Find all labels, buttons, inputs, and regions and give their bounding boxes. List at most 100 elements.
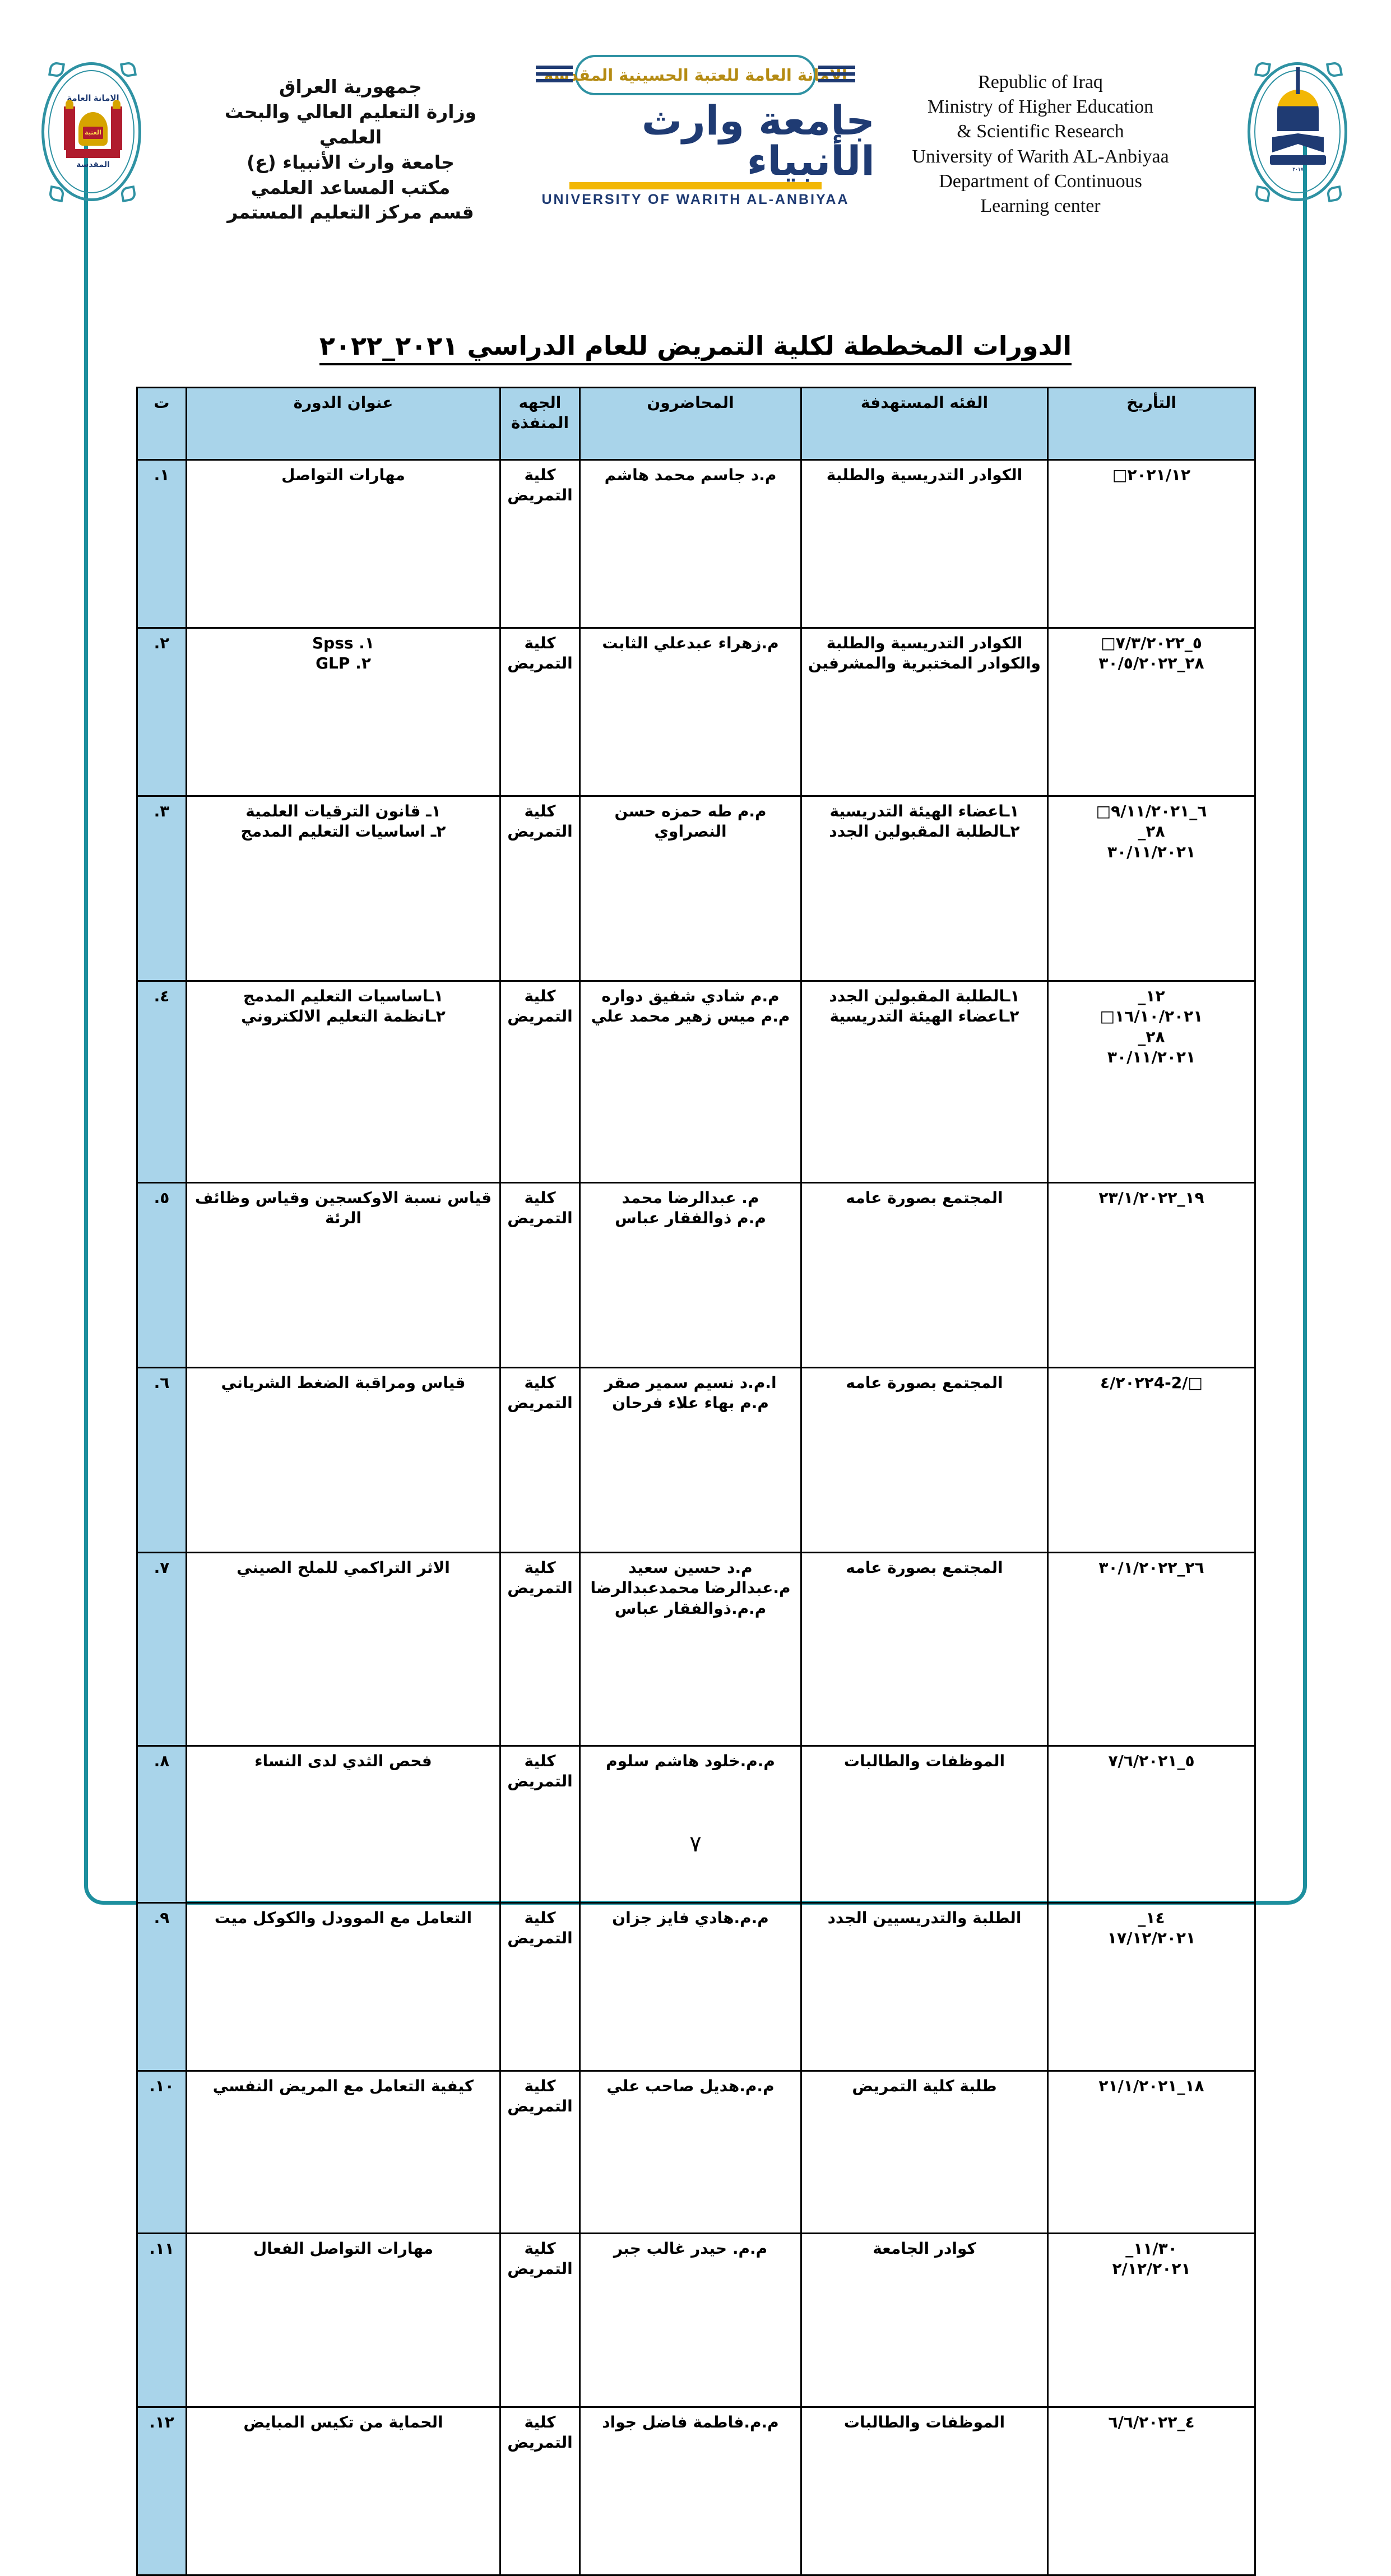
table-row: ٢٦_٣٠/١/٢٠٢٢ المجتمع بصورة عامه م.د حسين س…	[136, 1552, 1256, 1747]
cell-course-title: الحماية من تكيس المبايض	[186, 2406, 501, 2576]
header-en-line-1: Republic of Iraq	[978, 72, 1103, 92]
table-row: ١٢_ ١٦/١٠/٢٠٢١□ ٢٨_ ٣٠/١١/٢٠٢١ ١ـالطلبة المق…	[136, 980, 1256, 1183]
cell-executing-body: كلية التمريض	[499, 2406, 581, 2576]
cell-row-index: ٣.	[136, 795, 187, 982]
table-row: ٥_٧/٣/٢٠٢٢□ ٢٨_٣٠/٥/٢٠٢٢ الكوادر التدريسية…	[136, 627, 1256, 797]
cell-lecturers: م. عبدالرضا محمد م.م ذوالفقار عباس	[579, 1182, 802, 1368]
cell-lecturers: م.م طه حمزه حسن النصراوي	[579, 795, 802, 982]
cell-target-audience: الموظفات والطالبات	[800, 1745, 1049, 1904]
seal-dome-icon	[1277, 67, 1319, 131]
cell-course-date: ١٩_٢٣/١/٢٠٢٢	[1047, 1182, 1256, 1368]
cell-executing-body: كلية التمريض	[499, 459, 581, 629]
column-header-index: ت	[136, 387, 187, 461]
cell-course-date: ١١/٣٠_ ٢/١٢/٢٠٢١	[1047, 2232, 1256, 2408]
seal-inner-ring	[48, 70, 135, 193]
cell-executing-body: كلية التمريض	[499, 1552, 581, 1747]
cell-lecturers: م.م.خلود هاشم سلوم	[579, 1745, 802, 1904]
column-header-organizer: الجهه المنفذة	[499, 387, 581, 461]
header-ar-line-5: قسم مركز التعليم المستمر	[227, 201, 474, 224]
cell-lecturers: م.م.هادي فايز جزان	[579, 1902, 802, 2072]
minaret-right-icon	[111, 106, 122, 150]
seal-year-label: ٢٠١٧	[1292, 166, 1304, 172]
column-header-course-title: عنوان الدورة	[186, 387, 501, 461]
university-logo: الامانة العامة للعتبة الحسينية المقدسة ج…	[516, 53, 876, 208]
table-row: ١٩_٢٣/١/٢٠٢٢ المجتمع بصورة عامه م. عبدالرض…	[136, 1182, 1256, 1368]
cell-course-title: قياس نسبة الاوكسجين وقياس وظائف الرئة	[186, 1182, 501, 1368]
cell-target-audience: المجتمع بصورة عامه	[800, 1182, 1049, 1368]
cell-row-index: ٥.	[136, 1182, 187, 1368]
cell-course-title: مهارات التواصل الفعال	[186, 2232, 501, 2408]
column-header-audience: الفئه المستهدفة	[800, 387, 1049, 461]
shrine-seal-top-text: الامانة العامة	[67, 94, 119, 103]
cell-row-index: ٤.	[136, 980, 187, 1183]
cell-row-index: ٧.	[136, 1552, 187, 1747]
cell-executing-body: كلية التمريض	[499, 2232, 581, 2408]
table-row: ١٤_ ١٧/١٢/٢٠٢١ الطلبة والتدريسيين الجدد م.م…	[136, 1902, 1256, 2072]
header-ar-line-3: جامعة وارث الأنبياء (ع)	[247, 151, 455, 173]
table-row: ١٨_٢١/١/٢٠٢١ طلبة كلية التمريض م.م.هديل صا…	[136, 2070, 1256, 2234]
table-row: ٢٠٢١/١٢□ الكوادر التدريسية والطلبة م.د جاس…	[136, 459, 1256, 629]
header-english-block: Republic of Iraq Ministry of Higher Educ…	[884, 53, 1198, 219]
cell-course-title: ١ـ قانون الترقيات العلمية ٢ـ اساسيات التع…	[186, 795, 501, 982]
shrine-seal-bottom-text: المقدسة	[76, 160, 110, 169]
cell-executing-body: كلية التمريض	[499, 1745, 581, 1904]
table-row: □/٤/٢٠٢٢4-2 المجتمع بصورة عامه ا.م.د نسيم …	[136, 1367, 1256, 1553]
cell-row-index: ٦.	[136, 1367, 187, 1553]
header-ar-line-2: وزارة التعليم العالي والبحث العلمي	[224, 100, 477, 148]
cell-lecturers: م.م. حيدر غالب جبر	[579, 2232, 802, 2408]
shrine-plaque-text: العتبة	[83, 127, 103, 139]
cell-row-index: ١٢.	[136, 2406, 187, 2576]
cell-executing-body: كلية التمريض	[499, 795, 581, 982]
cell-target-audience: الموظفات والطالبات	[800, 2406, 1049, 2576]
golden-dome-icon: العتبة	[78, 112, 108, 146]
header-ar-line-1: جمهورية العراق	[279, 76, 422, 98]
university-logo-english: UNIVERSITY OF WARITH AL-ANBIYAA	[541, 192, 850, 207]
header-en-line-2: Ministry of Higher Education	[927, 96, 1154, 118]
cell-row-index: ١١.	[136, 2232, 187, 2408]
seal-outer-ring	[41, 62, 141, 201]
cell-course-title: التعامل مع الموودل والكوكل ميت	[186, 1902, 501, 2072]
university-seal-left: ٢٠١٧	[1240, 53, 1357, 210]
document-header: ٢٠١٧ Republic of Iraq Ministry of Higher…	[0, 53, 1391, 272]
cell-row-index: ١٠.	[136, 2070, 187, 2234]
header-en-line-6: Learning center	[980, 195, 1101, 216]
header-ar-line-4: مكتب المساعد العلمي	[251, 176, 451, 198]
table-row: ٦_٩/١١/٢٠٢١□ ٢٨_ ٣٠/١١/٢٠٢١ ١ـاعضاء الهيئة …	[136, 795, 1256, 982]
holy-shrine-seal-right: الامانة العامة العتبة المقدسة	[34, 53, 151, 210]
cell-lecturers: م.م شادي شفيق دواره م.م ميس زهير محمد علي	[579, 980, 802, 1183]
seal-outer-ring	[1248, 62, 1347, 201]
cell-course-date: ٤_٦/٦/٢٠٢٢	[1047, 2406, 1256, 2576]
cell-course-date: ٥_٧/٦/٢٠٢١	[1047, 1745, 1256, 1904]
table-row: ١١/٣٠_ ٢/١٢/٢٠٢١ كوادر الجامعة م.م. حيدر غا…	[136, 2232, 1256, 2408]
cell-executing-body: كلية التمريض	[499, 1182, 581, 1368]
minaret-left-icon	[64, 106, 75, 150]
seal-leaf-icon	[119, 61, 137, 78]
cell-row-index: ٨.	[136, 1745, 187, 1904]
header-en-line-4: University of Warith AL-Anbiyaa	[912, 146, 1169, 167]
cell-course-date: □/٤/٢٠٢٢4-2	[1047, 1367, 1256, 1553]
cell-row-index: ١.	[136, 459, 187, 629]
cell-course-title: ١. Spss ٢. GLP	[186, 627, 501, 797]
cell-target-audience: طلبة كلية التمريض	[800, 2070, 1049, 2234]
cell-row-index: ٢.	[136, 627, 187, 797]
cell-target-audience: ١ـالطلبة المقبولين الجدد ٢ـاعضاء الهيئة ا…	[800, 980, 1049, 1183]
cell-lecturers: م.زهراء عبدعلي الثابت	[579, 627, 802, 797]
university-logo-arabic: جامعة وارث الأنبياء	[641, 97, 876, 184]
cell-lecturers: م.د جاسم محمد هاشم	[579, 459, 802, 629]
cell-course-title: كيفية التعامل مع المريض النفسي	[186, 2070, 501, 2234]
table-body: ٢٠٢١/١٢□ الكوادر التدريسية والطلبة م.د جاس…	[136, 459, 1256, 2576]
cell-lecturers: م.م.فاطمة فاضل جواد	[579, 2406, 802, 2576]
karbala-shrine-banner: الامانة العامة للعتبة الحسينية المقدسة	[536, 53, 855, 97]
cell-executing-body: كلية التمريض	[499, 2070, 581, 2234]
page-title-text: الدورات المخططة لكلية التمريض للعام الدر…	[319, 331, 1072, 365]
seal-leaf-icon	[119, 185, 137, 203]
cell-course-title: الاثر التراكمي للملح الصيني	[186, 1552, 501, 1747]
table-header-row: التأريخ الفئه المستهدفة المحاضرون الجهه …	[136, 387, 1256, 461]
karbala-banner-text: الامانة العامة للعتبة الحسينية المقدسة	[544, 66, 847, 85]
cell-row-index: ٩.	[136, 1902, 187, 2072]
shrine-icon: العتبة	[63, 104, 123, 158]
cell-course-title: مهارات التواصل	[186, 459, 501, 629]
cell-course-date: ٥_٧/٣/٢٠٢٢□ ٢٨_٣٠/٥/٢٠٢٢	[1047, 627, 1256, 797]
page-title: الدورات المخططة لكلية التمريض للعام الدر…	[0, 331, 1391, 365]
cell-target-audience: المجتمع بصورة عامه	[800, 1552, 1049, 1747]
